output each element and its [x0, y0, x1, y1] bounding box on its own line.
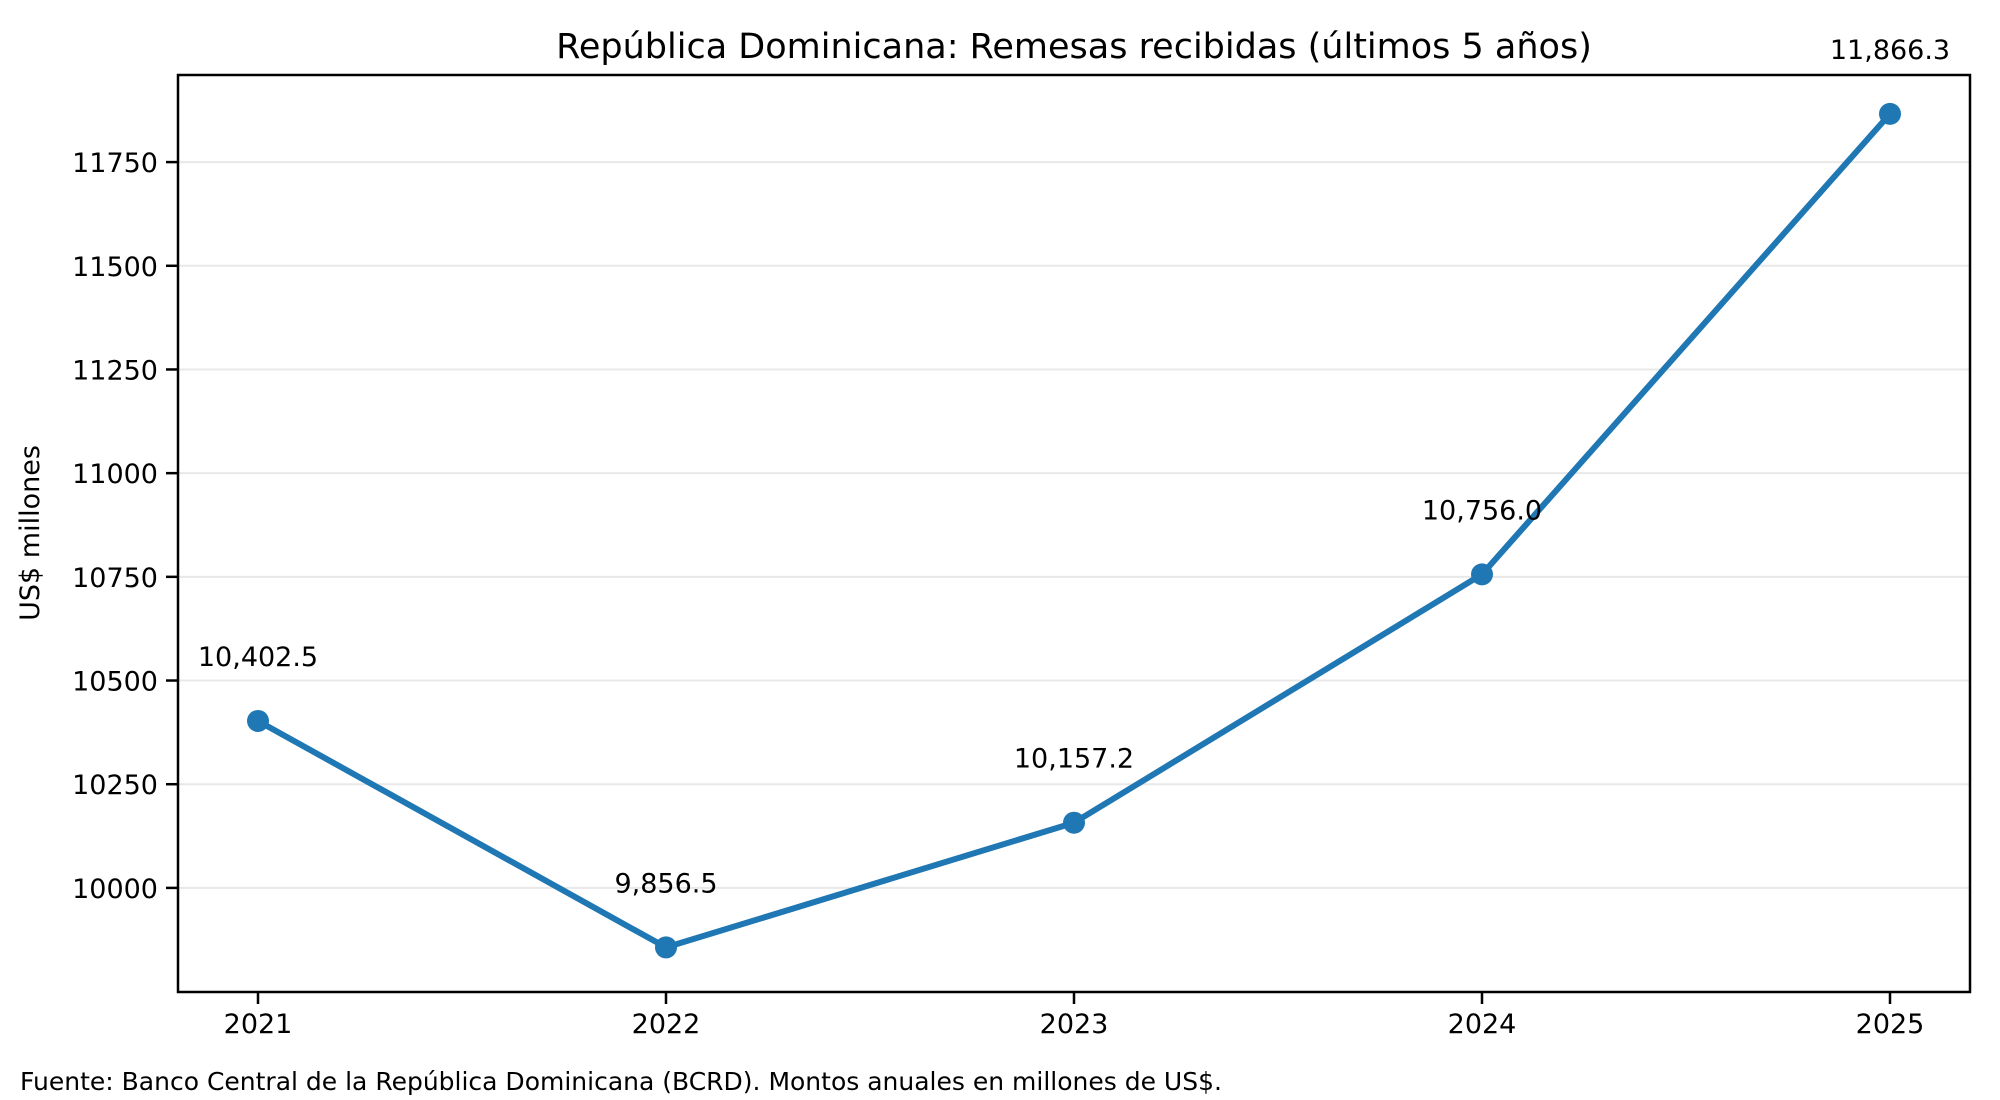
chart-title: República Dominicana: Remesas recibidas …: [556, 27, 1592, 67]
plot-border: [176, 73, 1972, 994]
data-point-label: 10,402.5: [198, 642, 318, 673]
source-note: Fuente: Banco Central de la República Do…: [20, 1067, 1222, 1096]
data-point-marker: [247, 709, 269, 732]
y-tick-label: 10750: [72, 563, 158, 594]
data-point-label: 9,856.5: [614, 868, 717, 899]
data-point-label: 11,866.3: [1830, 35, 1950, 66]
data-point-marker: [1063, 811, 1085, 834]
x-tick-label: 2023: [1040, 1009, 1109, 1040]
y-axis-label: US$ millones: [15, 445, 46, 621]
data-point-marker: [1879, 102, 1901, 125]
y-tick-label: 11250: [72, 355, 158, 386]
x-tick-label: 2021: [224, 1009, 293, 1040]
y-tick-label: 10500: [72, 667, 158, 698]
gridlines: [178, 161, 1970, 889]
x-tick-label: 2025: [1856, 1009, 1925, 1040]
y-tick-label: 11000: [72, 459, 158, 490]
y-tick-label: 11500: [72, 252, 158, 283]
data-point-marker: [1471, 563, 1493, 586]
y-tick-label: 10000: [72, 874, 158, 905]
data-point-marker: [655, 936, 677, 959]
x-tick-label: 2024: [1448, 1009, 1517, 1040]
axis-ticks: 10000 10250 10500 10750 11000 11250 11500 11750…: [72, 148, 1924, 1040]
data-series: [247, 102, 1901, 959]
y-tick-label: 10250: [72, 770, 158, 801]
data-point-label: 10,157.2: [1014, 744, 1134, 775]
y-tick-label: 11750: [72, 148, 158, 179]
data-point-label: 10,756.0: [1422, 495, 1542, 526]
x-tick-label: 2022: [632, 1009, 701, 1040]
point-annotations: 10,402.5 9,856.5 10,157.2 10,756.0 11,866.3: [198, 35, 1950, 900]
